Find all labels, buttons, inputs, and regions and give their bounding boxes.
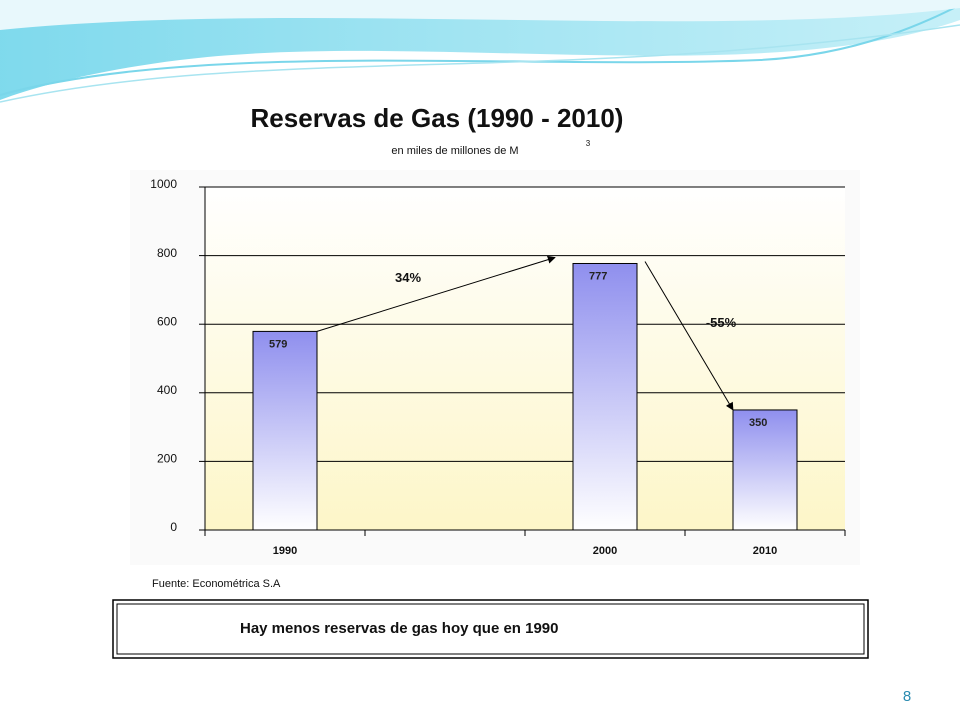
x-tick-label: 1990 [273, 545, 297, 557]
x-tick-label: 2000 [593, 545, 617, 557]
change-annotation: -55% [706, 315, 737, 330]
subtitle-superscript: 3 [586, 139, 591, 148]
note: Hay menos reservas de gas hoy que en 199… [240, 620, 559, 637]
note-box-inner [116, 603, 865, 655]
y-tick-label: 1000 [150, 177, 177, 191]
chart-subtitle: en miles de millones de M [391, 145, 518, 157]
data-label: 777 [589, 270, 607, 282]
y-tick-label: 200 [157, 452, 177, 466]
bar [732, 409, 798, 531]
x-tick-label: 2010 [753, 545, 777, 557]
bar [572, 262, 638, 531]
change-annotation: 34% [395, 270, 421, 285]
y-tick-label: 0 [170, 520, 177, 534]
data-label: 579 [269, 338, 287, 350]
change-arrow [644, 261, 734, 411]
header-waves [0, 0, 960, 103]
change-arrow [316, 255, 556, 332]
bar [252, 330, 318, 531]
y-tick-label: 400 [157, 383, 177, 397]
note-box [112, 599, 869, 659]
source: Fuente: Econométrica S.A [152, 578, 281, 590]
y-tick-label: 600 [157, 314, 177, 328]
page-number: 8 [903, 688, 911, 705]
chart-title: Reservas de Gas (1990 - 2010) [251, 103, 624, 133]
y-tick-label: 800 [157, 246, 177, 260]
chart: 0 200 400 600 800 1000 1990 579 2000 777 2010 350 34… [150, 177, 846, 557]
data-label: 350 [749, 417, 767, 429]
